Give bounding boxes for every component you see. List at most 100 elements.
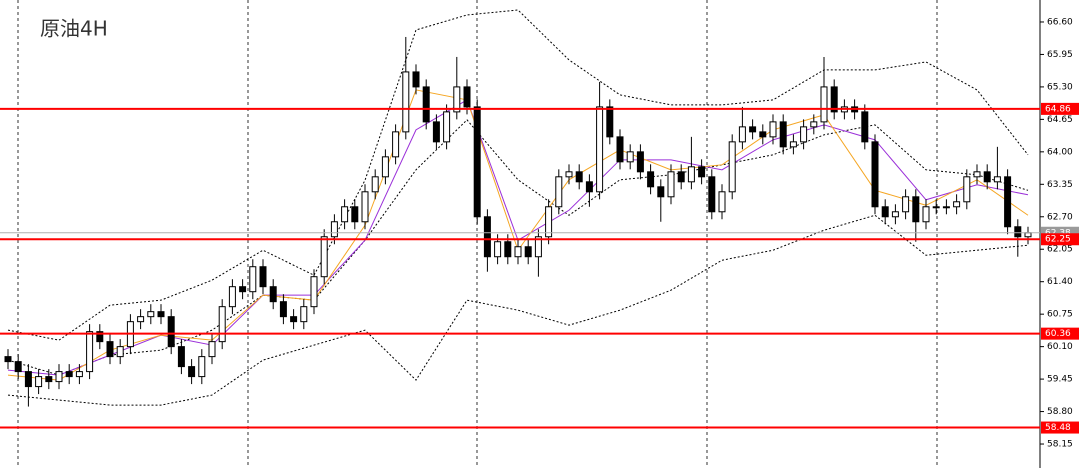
candle-body [259,266,267,288]
candle-body [881,206,889,218]
y-tick-label: 61.40 [1047,277,1073,287]
candle-body [647,171,655,188]
level-tag [1041,327,1079,340]
current-price-tag [1041,226,1079,238]
candle-body [636,151,644,173]
candle-body [820,86,828,123]
candle-body [147,311,155,318]
candle-body [749,126,757,133]
candle-body [810,121,818,128]
y-tick-label: 64.65 [1047,115,1073,125]
candle-body [932,206,940,209]
candle-body [392,131,400,158]
candle-body [432,121,440,143]
candle-body [341,206,349,223]
candle-body [290,316,298,323]
candle-body [75,371,83,378]
candle-body [208,341,216,358]
level-label: 64.86 [1045,104,1071,114]
y-tick-label: 58.15 [1047,440,1073,450]
level-label: 58.48 [1045,423,1071,433]
candle-body [4,356,12,363]
candle-body [912,196,920,223]
candle-body [157,311,165,318]
y-tick-label: 62.70 [1047,212,1073,222]
candle-body [381,156,389,178]
candle-body [830,86,838,113]
candle-body [555,176,563,208]
candle-body [738,126,746,143]
candle-body [106,341,114,358]
candle-body [779,121,787,148]
candle-body [249,266,257,293]
candle-body [963,176,971,203]
candle-body [35,376,43,388]
candle-body [463,86,471,108]
candle-body [657,186,665,198]
candle-body [14,361,22,373]
candle-body [565,171,573,178]
candle-body [371,176,379,193]
candle-body [483,216,491,258]
candle-body [667,171,675,198]
candle-body [871,141,879,208]
candle-body [96,331,104,343]
y-tick-label: 65.30 [1047,82,1073,92]
candle-body [45,376,53,383]
candle-body [55,371,63,383]
candle-body [800,126,808,143]
candle-body [494,241,502,258]
y-tick-label: 60.10 [1047,342,1073,352]
candle-body [759,131,767,138]
candle-body [708,176,716,213]
candle-body [167,316,175,348]
candle-body [412,71,420,88]
candle-body [942,206,950,209]
candle-body [351,206,359,223]
candle-body [300,306,308,323]
candle-body [953,201,961,208]
candle-body [534,236,542,258]
candle-body [769,121,777,138]
candle-body [65,371,73,378]
candle-body [606,106,614,138]
candle-body [443,111,451,143]
candle-body [310,276,318,308]
candle-body [453,86,461,113]
candle-body [239,286,247,293]
candle-body [402,71,410,133]
bollinger-band [7,119,1029,376]
y-tick-label: 65.95 [1047,50,1073,60]
time-grid [17,0,938,468]
candle-body [728,141,736,193]
candle-body [687,166,695,183]
candle-body [585,181,593,193]
y-tick-label: 63.35 [1047,180,1073,190]
y-tick-label: 60.75 [1047,310,1073,320]
candle-body [616,136,624,163]
candle-body [1004,176,1012,228]
y-tick-label: 59.45 [1047,375,1073,385]
candle-body [86,331,94,373]
candle-body [198,356,206,378]
candle-body [177,346,185,368]
candle-body [993,176,1001,183]
candle-body [188,366,196,378]
level-tag [1041,233,1079,246]
candle-body [279,301,287,318]
candle-body [973,171,981,178]
candle-body [473,106,481,218]
candle-body [596,106,604,193]
candle-body [922,206,930,223]
candle-body [24,371,32,388]
candle-body [626,151,634,163]
candle-body [545,206,553,238]
candle-body [861,111,869,143]
chart-title: 原油4H [40,17,108,41]
level-tag [1041,102,1079,115]
candle-body [228,286,236,308]
candle-body [983,171,991,183]
candle-body [137,316,145,323]
